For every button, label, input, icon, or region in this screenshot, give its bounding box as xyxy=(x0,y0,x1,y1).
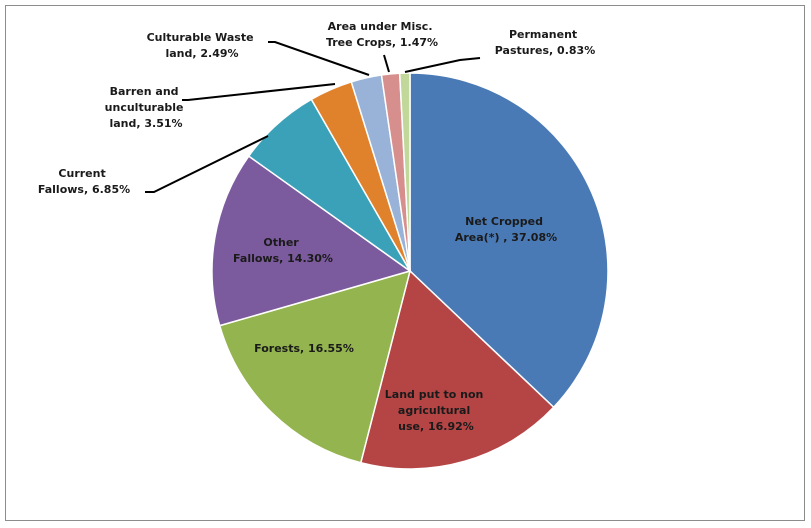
pie-slices xyxy=(211,72,609,470)
slice-labels: Net Cropped Area(*) , 37.08% Land put to… xyxy=(38,20,595,433)
slice-label-forests: Forests, 16.55% xyxy=(254,342,354,355)
slice-label-net-cropped-area: Net Cropped Area(*) , 37.08% xyxy=(455,215,557,244)
slice-label-permanent-pastures: Permanent Pastures, 0.83% xyxy=(495,28,595,57)
slice-label-misc-tree-crops: Area under Misc. Tree Crops, 1.47% xyxy=(326,20,438,49)
pie-slice-non-agricultural-use xyxy=(359,269,555,470)
slice-label-barren-land: Barren and unculturable land, 3.51% xyxy=(105,85,188,130)
leader-permanent-pastures xyxy=(404,57,481,73)
leader-misc-tree-crops xyxy=(383,54,390,73)
pie-slice-net-cropped-area xyxy=(409,72,609,409)
slice-label-non-agricultural-use: Land put to non agricultural use, 16.92% xyxy=(385,388,487,433)
leader-culturable-waste xyxy=(268,41,370,76)
leader-current-fallows xyxy=(145,135,269,193)
pie-slice-other-fallows xyxy=(211,155,412,327)
slice-label-other-fallows: Other Fallows, 14.30% xyxy=(233,236,333,265)
leader-barren-land xyxy=(182,83,336,101)
leader-lines xyxy=(145,41,481,193)
slice-label-current-fallows: Current Fallows, 6.85% xyxy=(38,167,130,196)
pie-slice-forests xyxy=(218,269,412,464)
slice-label-culturable-waste: Culturable Waste land, 2.49% xyxy=(147,31,258,60)
pie-slice-permanent-pastures xyxy=(398,72,411,272)
